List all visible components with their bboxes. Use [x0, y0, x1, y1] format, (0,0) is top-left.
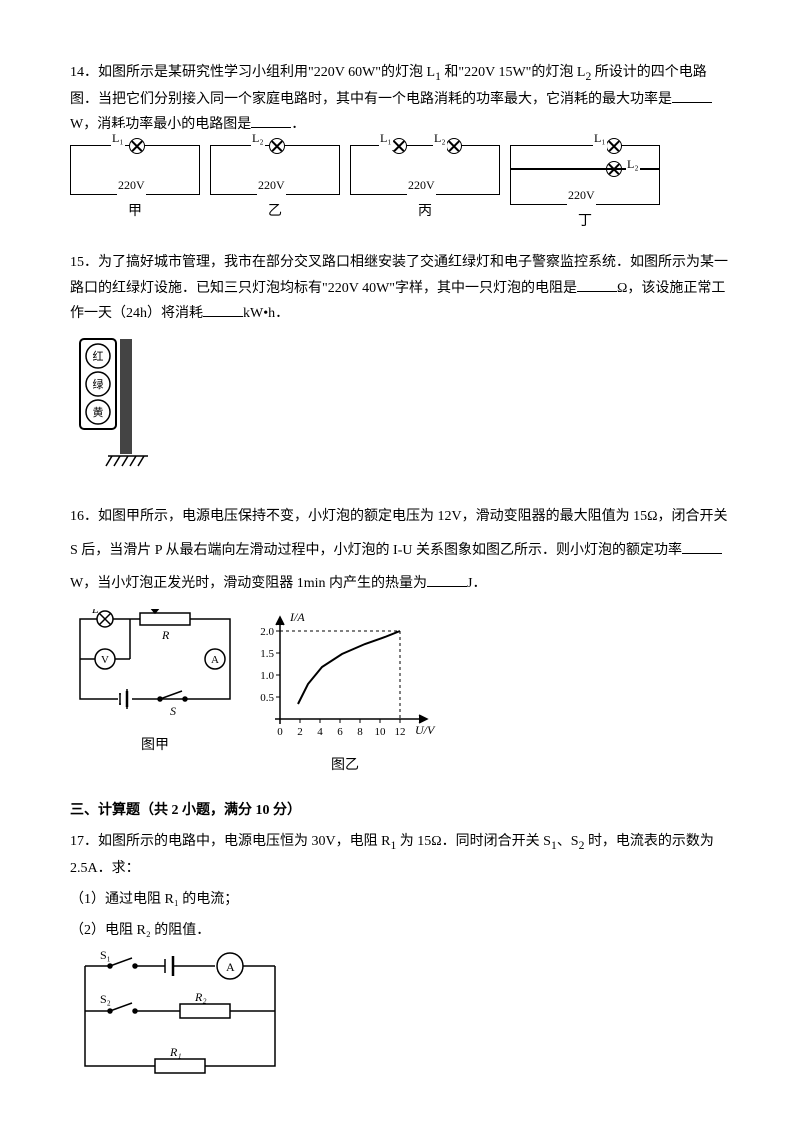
q17-part2: （2）电阻 R₂ 的阻值． [70, 918, 730, 943]
bulb-icon [129, 138, 145, 154]
svg-text:U/V: U/V [415, 723, 436, 737]
svg-text:4: 4 [317, 726, 323, 738]
svg-text:1.0: 1.0 [260, 670, 274, 682]
svg-text:2.0: 2.0 [260, 626, 274, 638]
q16-num: 16． [70, 509, 98, 524]
svg-text:S₂: S₂ [100, 992, 111, 1006]
svg-text:A: A [211, 654, 219, 666]
section-3-title: 三、计算题（共 2 小题，满分 10 分） [70, 798, 730, 823]
q15-num: 15． [70, 255, 98, 270]
svg-text:8: 8 [357, 726, 363, 738]
bulb-icon [606, 138, 622, 154]
q16-text: 16．如图甲所示，电源电压保持不变，小灯泡的额定电压为 12V，滑动变阻器的最大… [70, 500, 730, 601]
diagram-jia: L₁ 220V 甲 [70, 145, 200, 224]
blank [682, 539, 722, 554]
svg-text:V: V [101, 654, 109, 666]
svg-text:A: A [226, 960, 235, 974]
bulb-icon [269, 138, 285, 154]
traffic-light-icon: 红 绿 黄 [70, 334, 160, 484]
blank [427, 572, 467, 587]
blank [251, 113, 291, 128]
diagram-bing: L₁ L₂ 220V 丙 [350, 145, 500, 224]
q17-circuit: S₁ S₂ A R₂ R₁ [70, 951, 730, 1081]
q14-num: 14． [70, 65, 98, 80]
svg-text:0: 0 [277, 726, 283, 738]
bulb-icon [446, 138, 462, 154]
svg-text:10: 10 [375, 726, 387, 738]
svg-text:6: 6 [337, 726, 343, 738]
q14-diagrams: L₁ 220V 甲 L₂ 220V 乙 L₁ L₂ 220V 丙 L₁ L₂ [70, 145, 730, 234]
svg-text:2: 2 [297, 726, 303, 738]
blank [672, 88, 712, 103]
blank [577, 277, 617, 292]
q15-figure: 红 绿 黄 [70, 334, 730, 484]
svg-text:L: L [91, 609, 99, 616]
svg-text:绿: 绿 [93, 377, 104, 391]
q14-text: 14．如图所示是某研究性学习小组利用"220V 60W"的灯泡 L1 和"220… [70, 60, 730, 137]
svg-text:R₁: R₁ [169, 1045, 182, 1059]
q17-text: 17．如图所示的电路中，电源电压恒为 30V，电阻 R1 为 15Ω．同时闭合开… [70, 829, 730, 881]
svg-text:红: 红 [93, 350, 104, 363]
q16-figures: L P R V A S 图甲 I/A U/V 0.5 1.0 1.5 2.0 0 2 4 6 8… [70, 609, 730, 778]
q17-part1: （1）通过电阻 R₁ 的电流； [70, 887, 730, 912]
q15-text: 15．为了搞好城市管理，我市在部分交叉路口相继安装了交通红绿灯和电子警察监控系统… [70, 250, 730, 326]
diagram-yi: L₂ 220V 乙 [210, 145, 340, 224]
svg-text:I/A: I/A [289, 610, 305, 624]
q17-num: 17． [70, 834, 98, 849]
svg-text:R₂: R₂ [194, 990, 207, 1004]
diagram-ding: L₁ L₂ 220V 丁 [510, 145, 660, 234]
blank [203, 302, 243, 317]
svg-text:1.5: 1.5 [260, 648, 274, 660]
svg-text:R: R [161, 628, 170, 642]
svg-text:黄: 黄 [93, 405, 104, 419]
svg-text:S₁: S₁ [100, 951, 111, 962]
svg-text:0.5: 0.5 [260, 692, 274, 704]
svg-text:12: 12 [395, 726, 406, 738]
bulb-icon [391, 138, 407, 154]
svg-text:S: S [170, 704, 176, 718]
graph-yi: I/A U/V 0.51.01.52.0024681012 图乙 [250, 609, 440, 778]
circuit-jia: L P R V A S 图甲 [70, 609, 240, 758]
